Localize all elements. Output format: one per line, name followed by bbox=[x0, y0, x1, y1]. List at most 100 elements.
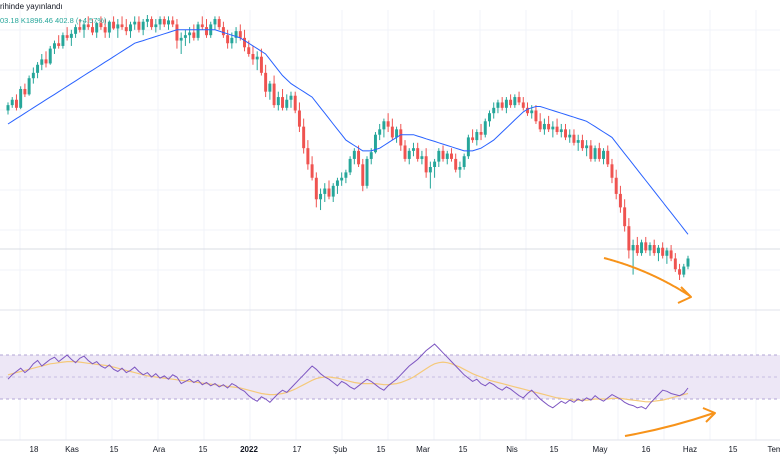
candle-body bbox=[652, 245, 656, 254]
candle-body bbox=[678, 269, 682, 275]
x-tick-label: 15 bbox=[199, 445, 208, 454]
candle-body bbox=[428, 167, 432, 173]
candle bbox=[585, 140, 589, 157]
candle-body bbox=[40, 59, 44, 65]
candle bbox=[293, 91, 297, 114]
candle-body bbox=[19, 88, 23, 108]
candle bbox=[69, 29, 73, 46]
candle-body bbox=[538, 121, 542, 130]
candle-body bbox=[686, 258, 690, 267]
candle-body bbox=[103, 27, 107, 33]
x-tick-label: 15 bbox=[377, 445, 386, 454]
candle bbox=[221, 21, 225, 38]
candle bbox=[403, 140, 407, 162]
candle bbox=[192, 24, 196, 41]
candle bbox=[90, 19, 94, 36]
candle-body bbox=[623, 207, 627, 227]
candle-body bbox=[90, 27, 94, 33]
candle-body bbox=[416, 148, 420, 159]
candle bbox=[10, 97, 14, 108]
x-tick-label: Nis bbox=[506, 445, 518, 454]
candle bbox=[82, 21, 86, 38]
candle-body bbox=[488, 113, 491, 122]
candle bbox=[314, 172, 318, 208]
candle-body bbox=[631, 245, 635, 251]
candle bbox=[276, 91, 280, 111]
candle-body bbox=[247, 47, 251, 55]
candle bbox=[496, 99, 500, 114]
candle bbox=[500, 97, 504, 111]
candle bbox=[234, 27, 238, 44]
candle-body bbox=[344, 172, 348, 178]
candle bbox=[407, 148, 411, 165]
candle-body bbox=[395, 129, 399, 138]
candle-body bbox=[661, 247, 665, 256]
candle-body bbox=[606, 150, 610, 165]
candle bbox=[171, 16, 175, 28]
candle-body bbox=[357, 150, 361, 165]
candle bbox=[471, 129, 475, 143]
candle-body bbox=[526, 107, 529, 114]
candle-body bbox=[614, 177, 618, 194]
x-tick-label: 16 bbox=[642, 445, 651, 454]
x-tick-label: Ara bbox=[153, 445, 166, 454]
candle bbox=[551, 121, 555, 138]
candle-body bbox=[14, 99, 18, 108]
candle-body bbox=[627, 226, 631, 251]
candle bbox=[297, 102, 301, 133]
candle-body bbox=[192, 32, 196, 38]
candle-body bbox=[403, 145, 407, 159]
candle bbox=[399, 123, 403, 151]
candle bbox=[416, 142, 420, 162]
candle bbox=[534, 105, 538, 124]
candle bbox=[57, 35, 61, 49]
candle-body bbox=[509, 99, 513, 106]
candle-body bbox=[462, 156, 466, 167]
candle-body bbox=[458, 167, 462, 170]
candle-body bbox=[492, 107, 496, 114]
candle-body bbox=[445, 153, 449, 159]
candle bbox=[226, 29, 230, 49]
candle bbox=[424, 148, 428, 178]
candle bbox=[137, 16, 141, 33]
candle-body bbox=[483, 121, 487, 135]
candle-body bbox=[259, 56, 263, 73]
candle bbox=[116, 19, 120, 38]
candle bbox=[44, 51, 48, 68]
candle bbox=[386, 113, 390, 133]
candle-body bbox=[433, 161, 437, 167]
candle-body bbox=[564, 129, 567, 138]
candle bbox=[357, 145, 361, 168]
candle bbox=[445, 150, 449, 165]
candle-body bbox=[411, 148, 415, 151]
x-tick-label: 15 bbox=[729, 445, 738, 454]
candle-body bbox=[386, 121, 390, 127]
candle bbox=[205, 19, 208, 38]
candle-body bbox=[124, 27, 128, 32]
rsi-arrowhead bbox=[702, 407, 716, 423]
candle-body bbox=[369, 152, 373, 159]
candle bbox=[255, 51, 259, 71]
candle bbox=[285, 94, 289, 111]
candle bbox=[437, 148, 441, 168]
candle bbox=[466, 134, 470, 159]
candle bbox=[14, 94, 18, 111]
candle bbox=[673, 253, 677, 272]
candle-body bbox=[593, 148, 597, 159]
candle-body bbox=[669, 250, 673, 259]
candle-body bbox=[340, 177, 344, 181]
candle-body bbox=[175, 24, 179, 41]
candle bbox=[95, 21, 99, 38]
candle bbox=[479, 123, 483, 141]
candle-body bbox=[682, 266, 686, 275]
candle bbox=[251, 45, 255, 65]
candle-body bbox=[61, 35, 65, 46]
candle-body bbox=[196, 24, 200, 38]
candle-body bbox=[57, 43, 61, 46]
candle-body bbox=[133, 21, 137, 25]
rsi-divergence-arrow bbox=[624, 412, 715, 437]
candle bbox=[65, 27, 69, 41]
candle bbox=[411, 142, 415, 157]
candle-body bbox=[665, 250, 669, 256]
candle bbox=[289, 91, 293, 108]
